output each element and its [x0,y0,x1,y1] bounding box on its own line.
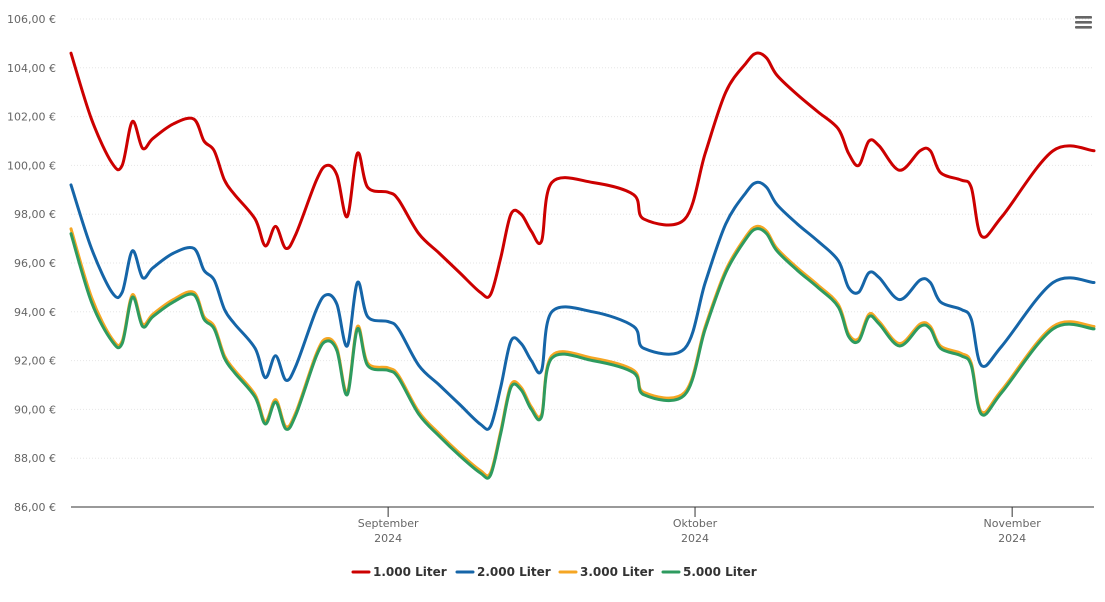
x-axis: September 2024 Oktober 2024 November 2024 [71,506,1094,545]
y-tick-label: 92,00 € [14,355,56,368]
y-tick-label: 96,00 € [14,257,56,270]
y-tick-label: 98,00 € [14,208,56,221]
y-tick-label: 104,00 € [7,62,56,75]
legend-item[interactable]: 3.000 Liter [558,565,654,579]
y-tick-label: 100,00 € [7,159,56,172]
legend-label: 3.000 Liter [580,565,654,579]
y-tick-label: 86,00 € [14,501,56,514]
x-tick-year: 2024 [374,532,402,545]
y-tick-label: 88,00 € [14,452,56,465]
y-tick-label: 90,00 € [14,403,56,416]
x-tick-year: 2024 [998,532,1026,545]
series-line[interactable] [69,180,1096,431]
chart-menu-button[interactable] [1075,15,1093,31]
y-tick-label: 94,00 € [14,306,56,319]
legend-item[interactable]: 1.000 Liter [351,565,447,579]
x-tick-year: 2024 [681,532,709,545]
series-line[interactable] [69,51,1096,299]
x-tick-label: September [358,517,419,530]
series-line[interactable] [69,224,1096,478]
legend-label: 2.000 Liter [477,565,551,579]
legend-item[interactable]: 5.000 Liter [661,565,757,579]
y-tick-label: 106,00 € [7,13,56,26]
y-axis: 86,00 € 88,00 € 90,00 € 92,00 € 94,00 € 96,00… [7,13,56,514]
series-line[interactable] [69,227,1096,480]
x-tick-label: November [984,517,1042,530]
legend-item[interactable]: 2.000 Liter [455,565,551,579]
x-tick-label: Oktober [673,517,718,530]
legend-label: 5.000 Liter [683,565,757,579]
series-lines [69,51,1096,480]
legend: 1.000 Liter 2.000 Liter 3.000 Liter 5.000 L… [351,565,757,579]
hamburger-menu-icon [1075,16,1092,29]
grid-lines [71,18,1094,459]
y-tick-label: 102,00 € [7,111,56,124]
legend-label: 1.000 Liter [373,565,447,579]
